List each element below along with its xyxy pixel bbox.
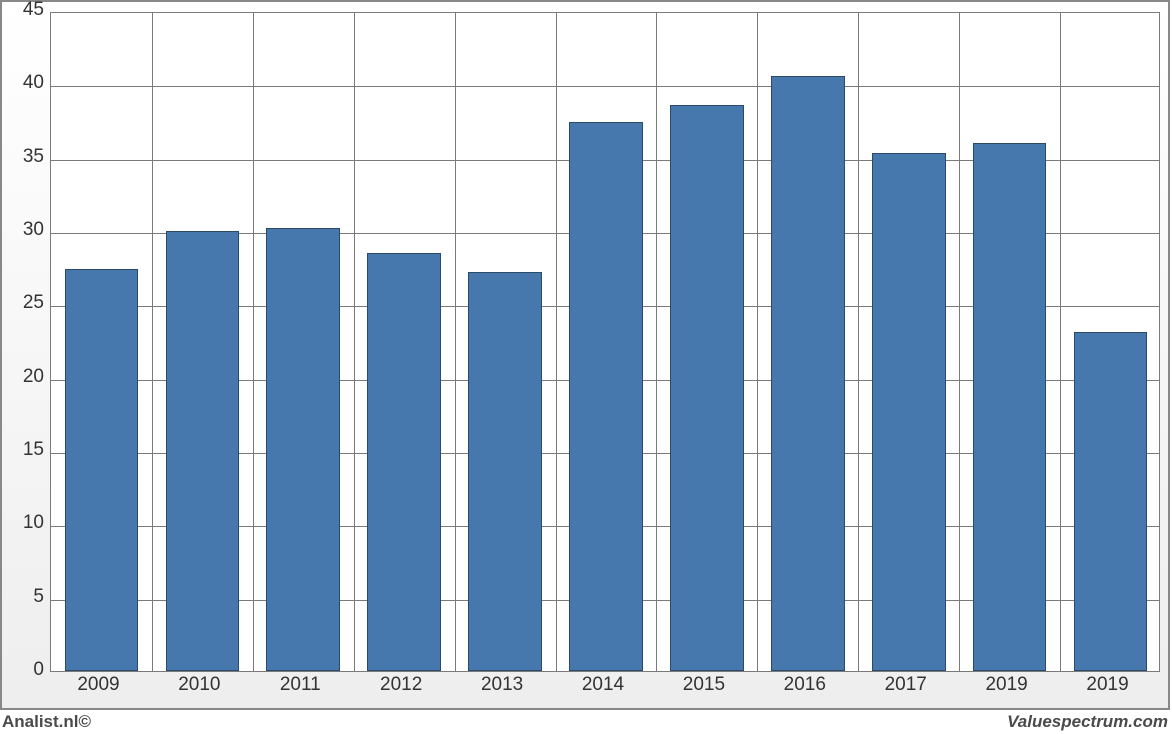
- bar: [367, 253, 441, 671]
- bar: [65, 269, 139, 671]
- x-tick-label: 2013: [462, 674, 542, 696]
- x-tick-label: 2019: [1068, 674, 1148, 696]
- gridline-horizontal: [51, 86, 1159, 87]
- y-tick-label: 20: [4, 366, 44, 388]
- gridline-vertical: [1060, 13, 1061, 671]
- bar: [569, 122, 643, 671]
- bar: [1074, 332, 1148, 671]
- footer-credit-right: Valuespectrum.com: [1007, 712, 1168, 732]
- bar: [872, 153, 946, 671]
- y-tick-label: 10: [4, 512, 44, 534]
- gridline-vertical: [354, 13, 355, 671]
- gridline-vertical: [858, 13, 859, 671]
- y-tick-label: 5: [4, 586, 44, 608]
- x-tick-label: 2011: [260, 674, 340, 696]
- bar: [973, 143, 1047, 671]
- gridline-vertical: [455, 13, 456, 671]
- x-tick-label: 2016: [765, 674, 845, 696]
- bar: [771, 76, 845, 671]
- y-tick-label: 35: [4, 146, 44, 168]
- gridline-vertical: [152, 13, 153, 671]
- gridline-vertical: [959, 13, 960, 671]
- x-tick-label: 2010: [159, 674, 239, 696]
- x-tick-label: 2014: [563, 674, 643, 696]
- x-tick-label: 2019: [967, 674, 1047, 696]
- y-tick-label: 25: [4, 292, 44, 314]
- x-tick-label: 2009: [58, 674, 138, 696]
- gridline-vertical: [556, 13, 557, 671]
- bar: [670, 105, 744, 671]
- gridline-vertical: [253, 13, 254, 671]
- x-tick-label: 2017: [866, 674, 946, 696]
- y-tick-label: 45: [4, 0, 44, 21]
- footer-credit-left: Analist.nl©: [2, 712, 91, 732]
- chart-frame: [0, 0, 1170, 710]
- plot-area: [50, 12, 1160, 672]
- x-tick-label: 2012: [361, 674, 441, 696]
- y-tick-label: 15: [4, 439, 44, 461]
- y-tick-label: 40: [4, 72, 44, 94]
- gridline-vertical: [757, 13, 758, 671]
- bar: [266, 228, 340, 671]
- gridline-vertical: [656, 13, 657, 671]
- bar: [468, 272, 542, 671]
- x-tick-label: 2015: [664, 674, 744, 696]
- y-tick-label: 0: [4, 659, 44, 681]
- y-tick-label: 30: [4, 219, 44, 241]
- bar: [166, 231, 240, 671]
